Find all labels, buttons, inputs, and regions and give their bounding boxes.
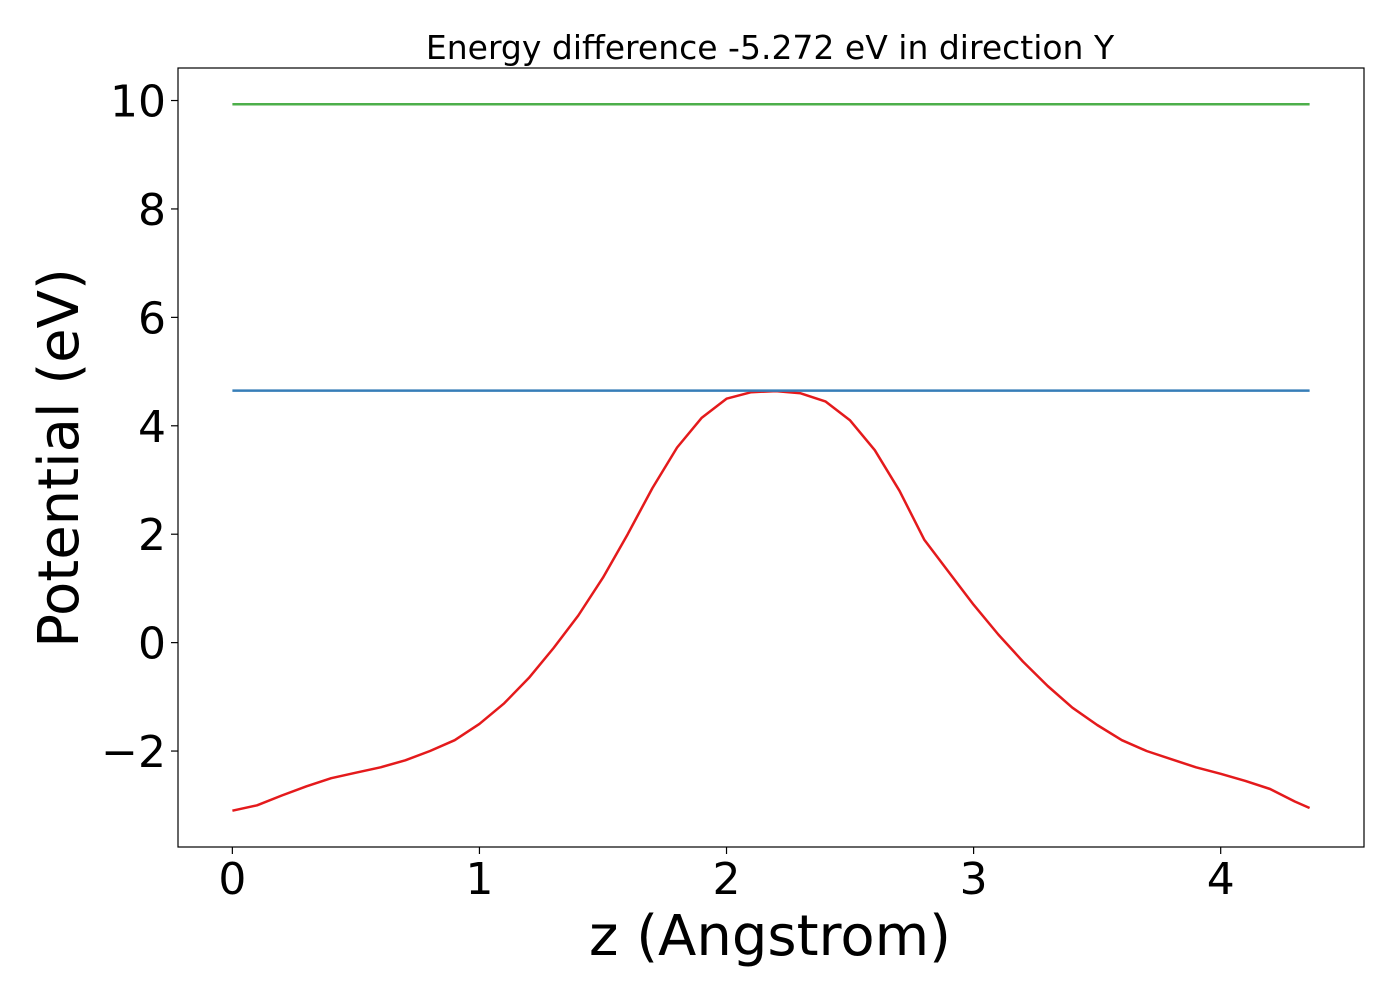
x-tick-label: 1 [465, 854, 493, 905]
y-tick-label: 0 [138, 619, 166, 670]
x-tick-label: 0 [218, 854, 246, 905]
chart-title: Energy difference -5.272 eV in direction… [426, 28, 1115, 67]
y-tick-label: 8 [138, 185, 166, 236]
x-tick-label: 4 [1207, 854, 1235, 905]
y-tick-label: 4 [138, 402, 166, 453]
y-tick-label: 10 [110, 77, 166, 128]
x-axis: 0 1 2 3 4 [218, 847, 1235, 905]
y-tick-label: 2 [138, 510, 166, 561]
x-tick-label: 2 [713, 854, 741, 905]
series-layer [232, 103, 1311, 812]
x-axis-title: z (Angstrom) [589, 904, 951, 969]
y-tick-label: 6 [138, 293, 166, 344]
series-line-0 [232, 389, 1311, 812]
plot-frame [177, 67, 1365, 848]
y-tick-label: −2 [101, 727, 166, 778]
y-axis: −2 0 2 4 6 8 10 [101, 77, 178, 778]
x-tick-label: 3 [960, 854, 988, 905]
y-axis-title: Potential (eV) [27, 268, 92, 648]
